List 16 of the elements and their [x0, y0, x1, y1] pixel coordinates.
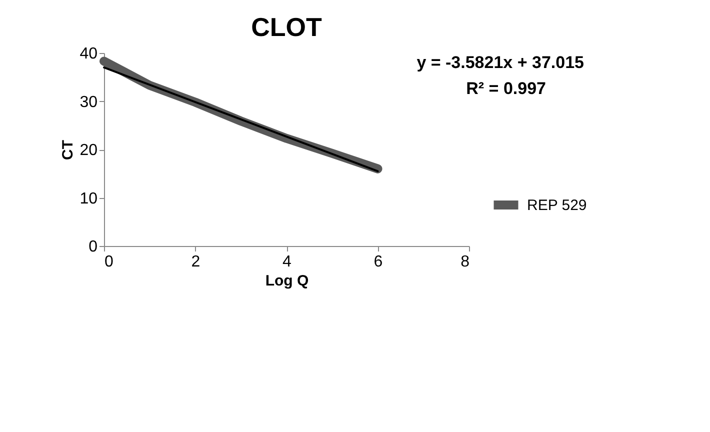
- y-tick-label: 30: [80, 94, 98, 111]
- y-tick-label: 40: [80, 46, 98, 62]
- annotation: y = -3.5821x + 37.015: [416, 53, 584, 72]
- y-tick-label: 10: [80, 190, 98, 208]
- y-tick-label: 0: [88, 238, 98, 256]
- x-tick-label: 4: [282, 254, 292, 270]
- x-tick-label: 2: [191, 254, 200, 270]
- x-tick-label: 6: [374, 254, 383, 270]
- x-axis-title: Log Q: [265, 272, 309, 290]
- y-axis-title: CT: [60, 140, 77, 160]
- x-tick-label: 8: [460, 254, 470, 270]
- chart-title: CLOT: [251, 12, 322, 42]
- y-tick-label: 20: [80, 142, 98, 159]
- x-tick-label: 0: [104, 254, 114, 270]
- annotation: R² = 0.997: [466, 79, 546, 98]
- legend-label: REP 529: [527, 197, 587, 214]
